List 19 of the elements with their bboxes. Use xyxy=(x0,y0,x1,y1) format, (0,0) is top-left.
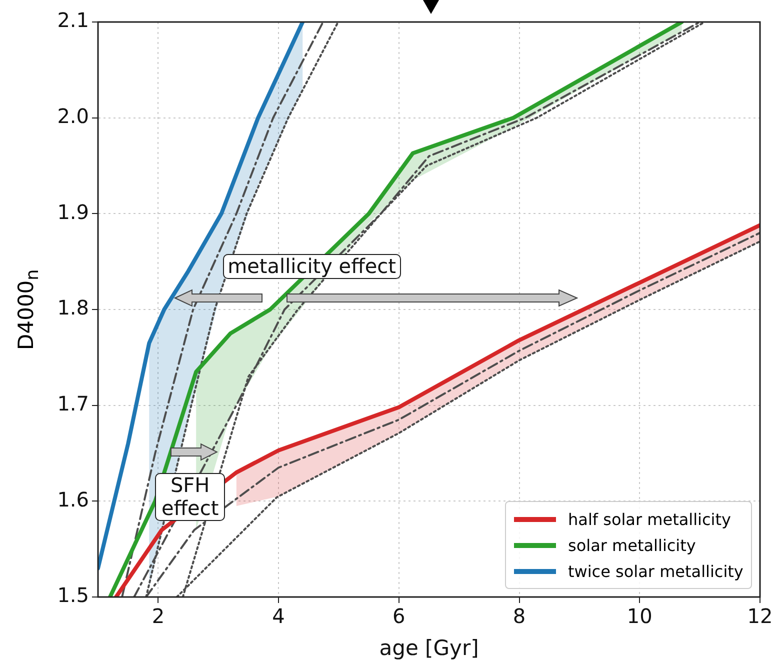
annotation: metallicity effect xyxy=(222,254,402,279)
y-tick-label: 1.7 xyxy=(57,392,89,416)
x-axis-title: age [Gyr] xyxy=(379,636,479,660)
x-tick-label: 4 xyxy=(272,604,285,628)
x-tick-label: 8 xyxy=(512,604,526,628)
y-tick-label: 2.1 xyxy=(57,8,89,32)
legend-label: solar metallicity xyxy=(568,536,696,554)
y-tick-label: 1.5 xyxy=(57,583,89,608)
x-tick-label: 12 xyxy=(747,604,773,628)
y-tick-label: 1.6 xyxy=(57,487,89,512)
annotation: SFH effect xyxy=(155,473,226,522)
x-tick-label: 10 xyxy=(626,604,652,628)
y-tick-label: 1.8 xyxy=(57,296,89,320)
x-tick-label: 2 xyxy=(152,604,165,628)
y-tick-label: 1.9 xyxy=(57,200,89,224)
legend-label: half solar metallicity xyxy=(568,510,731,528)
legend-label: twice solar metallicity xyxy=(568,562,744,580)
y-tick-label: 2.0 xyxy=(57,104,89,128)
x-tick-label: 6 xyxy=(392,604,406,628)
